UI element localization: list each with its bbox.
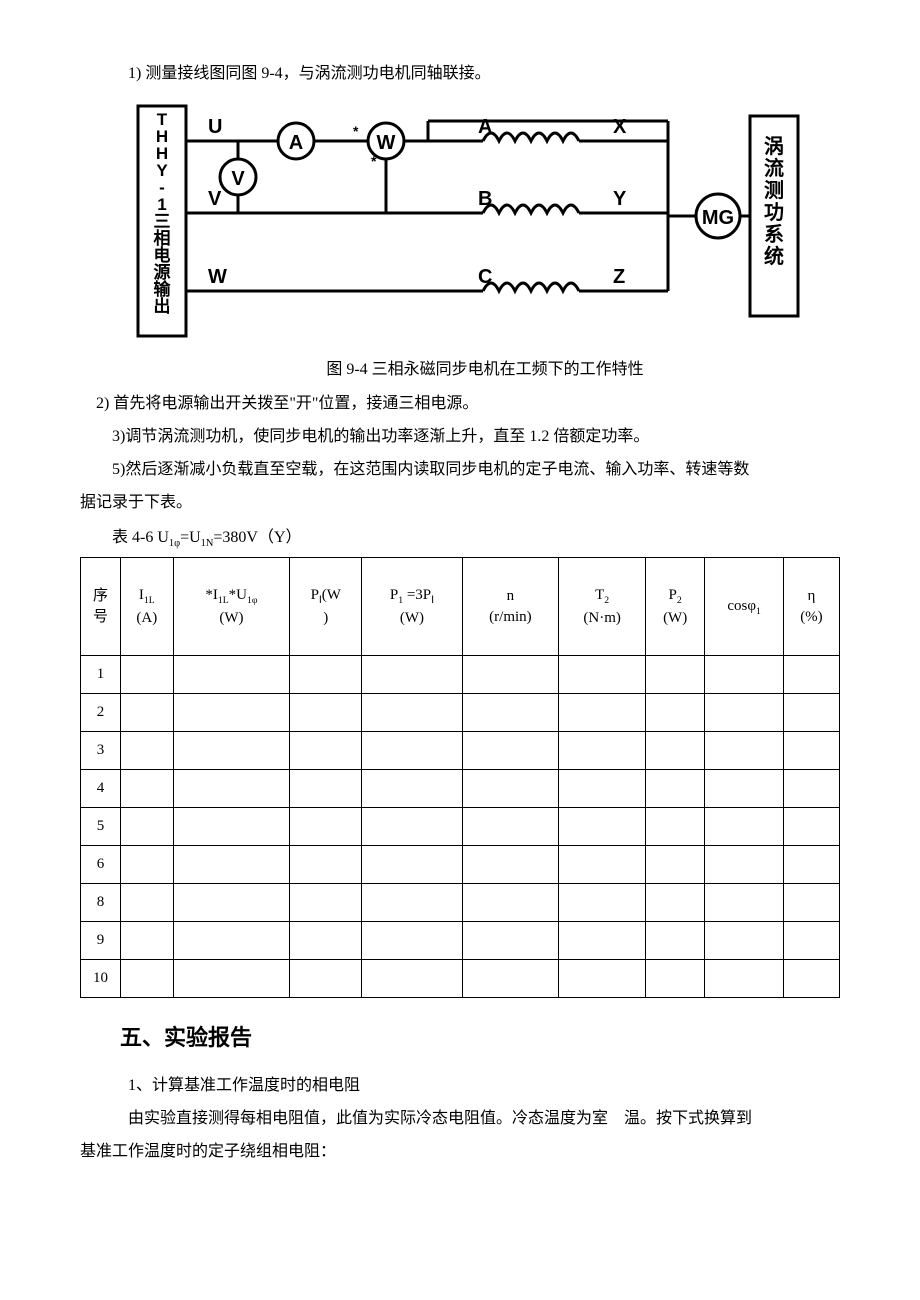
section-5-heading: 五、实验报告 [120, 1018, 840, 1058]
diagram-caption: 图 9-4 三相永磁同步电机在工频下的工作特性 [80, 356, 840, 385]
table-header-row: 序号 I1L(A) *I1L*U1φ(W) PⅠ(W) P1 =3PⅠ(W) n… [81, 558, 840, 656]
svg-text:*: * [353, 123, 359, 139]
section5-p1: 1、计算基准工作温度时的相电阻 [80, 1072, 840, 1101]
terminal-z: Z [613, 266, 625, 288]
phase-w-label: W [208, 266, 227, 288]
phase-v-label: V [208, 188, 222, 210]
mg-label: MG [702, 207, 734, 229]
col-p2: P2(W) [645, 558, 704, 656]
col-p1: P1 =3PⅠ(W) [362, 558, 462, 656]
table-row: 5 [81, 808, 840, 846]
section5-p2: 由实验直接测得每相电阻值，此值为实际冷态电阻值。冷态温度为室 温。按下式换算到 [80, 1105, 840, 1134]
voltmeter-label: V [231, 168, 245, 190]
col-pI: PⅠ(W) [290, 558, 362, 656]
step-5a-text: 5)然后逐渐减小负载直至空载，在这范围内读取同步电机的定子电流、输入功率、转速等… [80, 456, 840, 485]
step-1-text: 1) 测量接线图同图 9-4，与涡流测功电机同轴联接。 [80, 60, 840, 89]
left-box-text: THHY-1三相电源输出 [154, 110, 172, 316]
terminal-y: Y [613, 188, 627, 210]
phase-u-label: U [208, 116, 222, 138]
section5-p3: 基准工作温度时的定子绕组相电阻： [80, 1138, 840, 1167]
col-eta: η(%) [783, 558, 839, 656]
ammeter-label: A [289, 132, 303, 154]
col-i1l: I1L(A) [121, 558, 174, 656]
circuit-diagram: THHY-1三相电源输出 涡流测功系统 MG U A * W * A X V V… [80, 101, 840, 352]
col-cosphi: cosφ1 [705, 558, 784, 656]
step-2-text: 2) 首先将电源输出开关拨至"开"位置，接通三相电源。 [80, 390, 840, 419]
table-row: 6 [81, 846, 840, 884]
step-5b-text: 据记录于下表。 [80, 489, 840, 518]
table-row: 1 [81, 656, 840, 694]
terminal-c: C [478, 266, 492, 288]
data-table: 序号 I1L(A) *I1L*U1φ(W) PⅠ(W) P1 =3PⅠ(W) n… [80, 557, 840, 998]
table-row: 4 [81, 770, 840, 808]
step-3-text: 3)调节涡流测功机，使同步电机的输出功率逐渐上升，直至 1.2 倍额定功率。 [80, 423, 840, 452]
svg-text:*: * [371, 153, 377, 169]
table-row: 8 [81, 884, 840, 922]
col-iu: *I1L*U1φ(W) [173, 558, 290, 656]
wattmeter-label: W [377, 132, 396, 154]
col-n: n(r/min) [462, 558, 559, 656]
terminal-x: X [613, 116, 627, 138]
table-body: 1 2 3 4 5 6 8 9 10 [81, 656, 840, 998]
table-row: 3 [81, 732, 840, 770]
terminal-b: B [478, 188, 492, 210]
table-row: 9 [81, 922, 840, 960]
col-seq: 序号 [81, 558, 121, 656]
table-row: 2 [81, 694, 840, 732]
table-caption: 表 4-6 U1φ=U1N=380V（Y） [80, 524, 840, 554]
table-row: 10 [81, 960, 840, 998]
circuit-svg: THHY-1三相电源输出 涡流测功系统 MG U A * W * A X V V… [128, 101, 808, 341]
terminal-a: A [478, 116, 492, 138]
right-box-text: 涡流测功系统 [764, 135, 784, 268]
col-t2: T2(N·m) [559, 558, 646, 656]
